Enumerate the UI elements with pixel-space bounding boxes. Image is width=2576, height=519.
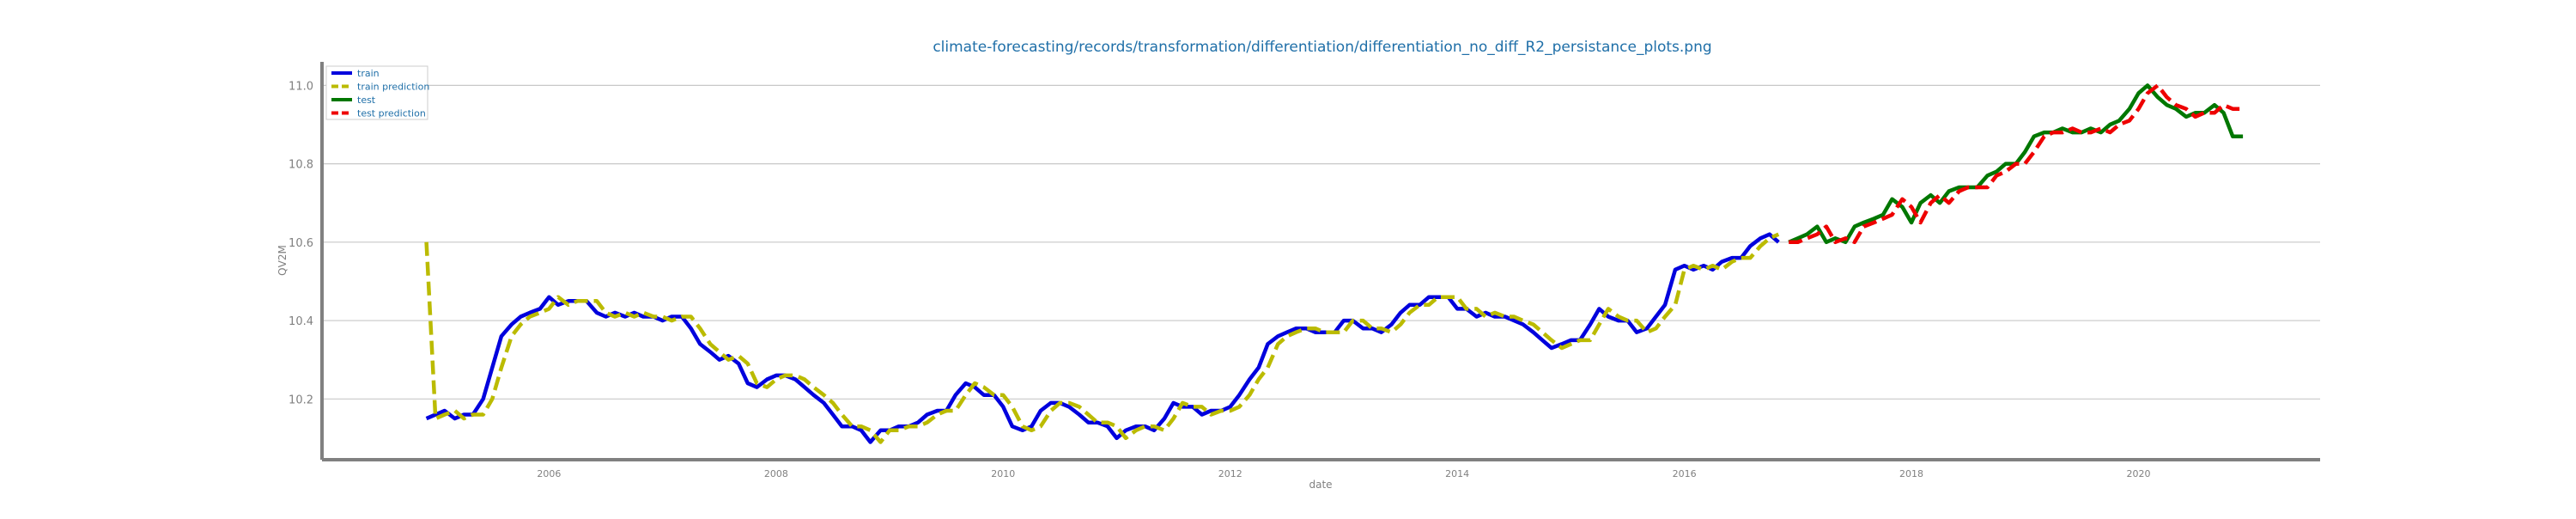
y-tick-label: 10.6 (289, 237, 313, 250)
chart-title: climate-forecasting/records/transformati… (933, 39, 1711, 56)
tick-labels: 10.2 10.4 10.6 10.8 11.0 2006 2008 2010 2012 2014… (289, 80, 2150, 479)
legend-label: test prediction (357, 108, 426, 119)
legend-label: train (357, 68, 380, 79)
x-axis-label: date (1309, 479, 1332, 491)
y-tick-label: 10.4 (289, 315, 313, 328)
x-tick-label: 2010 (991, 468, 1015, 479)
legend: train train prediction test test prediction (325, 65, 429, 120)
x-tick-label: 2018 (1899, 468, 1923, 479)
axes (320, 62, 2320, 461)
series-line-train-prediction (424, 232, 1780, 444)
series-line-test-prediction (1789, 83, 2244, 245)
x-tick-label: 2014 (1445, 468, 1469, 479)
x-tick-label: 2006 (537, 468, 561, 479)
legend-label: test (357, 95, 376, 106)
y-tick-label: 11.0 (289, 80, 313, 93)
series-lines (424, 83, 2244, 444)
y-tick-label: 10.2 (289, 394, 313, 406)
x-tick-label: 2012 (1218, 468, 1242, 479)
y-tick-label: 10.8 (289, 159, 313, 172)
x-tick-label: 2016 (1673, 468, 1697, 479)
y-axis-label: QV2M (276, 245, 289, 276)
legend-label: train prediction (357, 82, 429, 93)
legend-box (325, 65, 428, 120)
x-tick-label: 2020 (2126, 468, 2150, 479)
x-tick-label: 2008 (764, 468, 788, 479)
gridlines (322, 84, 2320, 400)
